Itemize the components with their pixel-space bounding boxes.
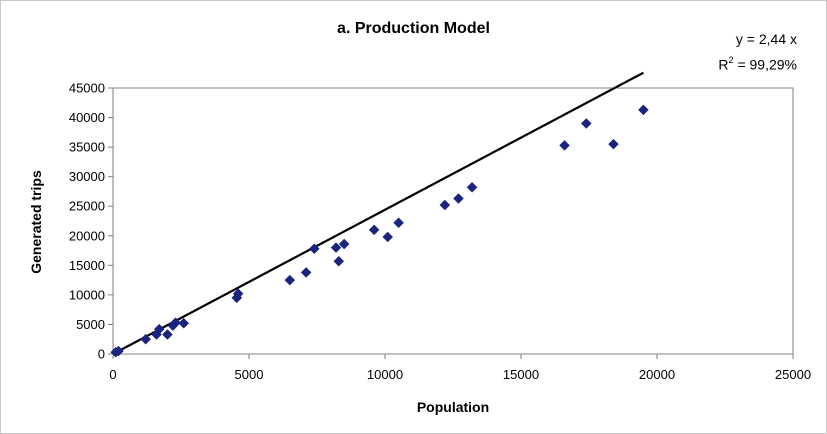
x-tick-label: 20000 — [639, 367, 675, 382]
y-tick-label: 30000 — [69, 169, 105, 184]
x-tick-label: 10000 — [367, 367, 403, 382]
y-tick-label: 25000 — [69, 199, 105, 214]
x-tick-label: 0 — [109, 367, 116, 382]
x-tick-label: 25000 — [775, 367, 811, 382]
y-tick-label: 40000 — [69, 110, 105, 125]
x-tick-label: 15000 — [503, 367, 539, 382]
y-tick-label: 15000 — [69, 258, 105, 273]
y-tick-label: 20000 — [69, 228, 105, 243]
plot-area — [113, 88, 793, 354]
y-tick-label: 10000 — [69, 287, 105, 302]
y-tick-label: 5000 — [76, 317, 105, 332]
y-tick-label: 45000 — [69, 81, 105, 96]
y-tick-label: 35000 — [69, 140, 105, 155]
x-tick-label: 5000 — [235, 367, 264, 382]
y-tick-label: 0 — [98, 347, 105, 362]
